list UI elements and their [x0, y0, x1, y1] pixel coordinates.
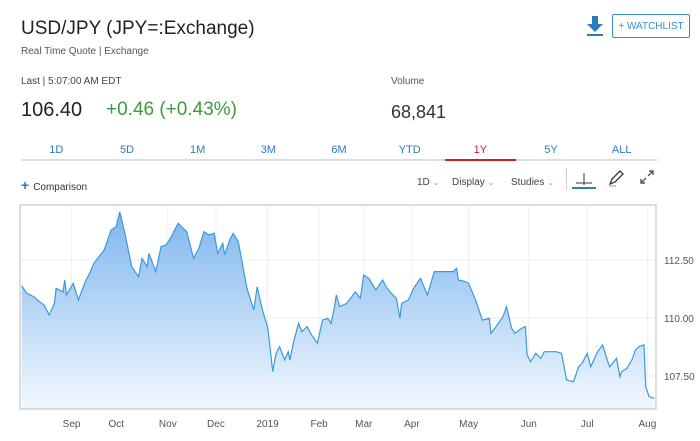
x-tick-label: Mar [355, 419, 373, 430]
chevron-down-icon: ⌄ [547, 178, 555, 187]
tab-all[interactable]: ALL [611, 144, 632, 156]
fullscreen-icon[interactable] [638, 168, 656, 191]
watchlist-button[interactable]: + WATCHLIST [612, 14, 690, 38]
volume-label: Volume [391, 76, 425, 87]
tab-ytd[interactable]: YTD [398, 144, 421, 156]
tab-1m[interactable]: 1M [190, 144, 206, 156]
crosshair-icon[interactable] [570, 170, 598, 195]
x-tick-label: Nov [159, 419, 177, 430]
quote-source: Real Time Quote | Exchange [21, 46, 149, 57]
price-change: +0.46 (+0.43%) [106, 99, 237, 120]
volume-value: 68,841 [391, 102, 447, 122]
studies-dropdown[interactable]: Studies ⌄ [511, 177, 554, 188]
x-tick-label: Apr [404, 419, 420, 430]
y-tick-label: 112.50 [664, 256, 694, 267]
x-tick-label: Feb [310, 419, 328, 430]
display-label: Display [452, 177, 485, 188]
plus-icon: + [21, 177, 30, 193]
last-price: 106.40 [21, 99, 83, 121]
tab-6m[interactable]: 6M [331, 144, 347, 156]
range-tabs: 1D 5D 1M 3M 6M YTD 1Y 5Y ALL [21, 141, 657, 161]
tab-1d[interactable]: 1D [49, 144, 64, 156]
price-line [21, 211, 655, 399]
toolbar-divider [566, 168, 567, 190]
y-tick-label: 107.50 [664, 372, 695, 383]
page-title: USD/JPY (JPY=:Exchange) [21, 18, 255, 39]
tab-1y[interactable]: 1Y [445, 141, 516, 161]
x-tick-label: Oct [108, 419, 124, 430]
x-tick-label: Dec [207, 419, 225, 430]
draw-pencil-icon[interactable] [606, 168, 626, 193]
x-tick-label: Aug [639, 419, 657, 430]
x-tick-label: May [459, 419, 478, 430]
studies-label: Studies [511, 177, 545, 188]
price-area [21, 211, 655, 409]
download-icon[interactable] [585, 14, 605, 38]
interval-label: 1D [417, 177, 430, 188]
x-tick-label: 2019 [256, 419, 279, 430]
comparison-label: Comparison [33, 182, 88, 193]
x-tick-label: Jul [581, 419, 594, 430]
x-tick-label: Sep [63, 419, 81, 430]
tab-5y[interactable]: 5Y [544, 144, 558, 156]
x-tick-label: Jun [521, 419, 537, 430]
price-chart[interactable]: 107.50 110.00 112.50 Sep Oct Nov Dec 2019 Feb Mar… [0, 200, 700, 441]
chevron-down-icon: ⌄ [487, 178, 495, 187]
plot-frame [19, 204, 657, 410]
interval-dropdown[interactable]: 1D ⌄ [417, 177, 440, 188]
display-dropdown[interactable]: Display ⌄ [452, 177, 495, 188]
chevron-down-icon: ⌄ [432, 178, 440, 187]
tab-5d[interactable]: 5D [119, 144, 135, 156]
tab-3m[interactable]: 3M [260, 144, 276, 156]
comparison-button[interactable]: + Comparison [21, 177, 87, 193]
last-label: Last | 5:07:00 AM EDT [21, 76, 122, 87]
y-tick-label: 110.00 [664, 314, 694, 325]
